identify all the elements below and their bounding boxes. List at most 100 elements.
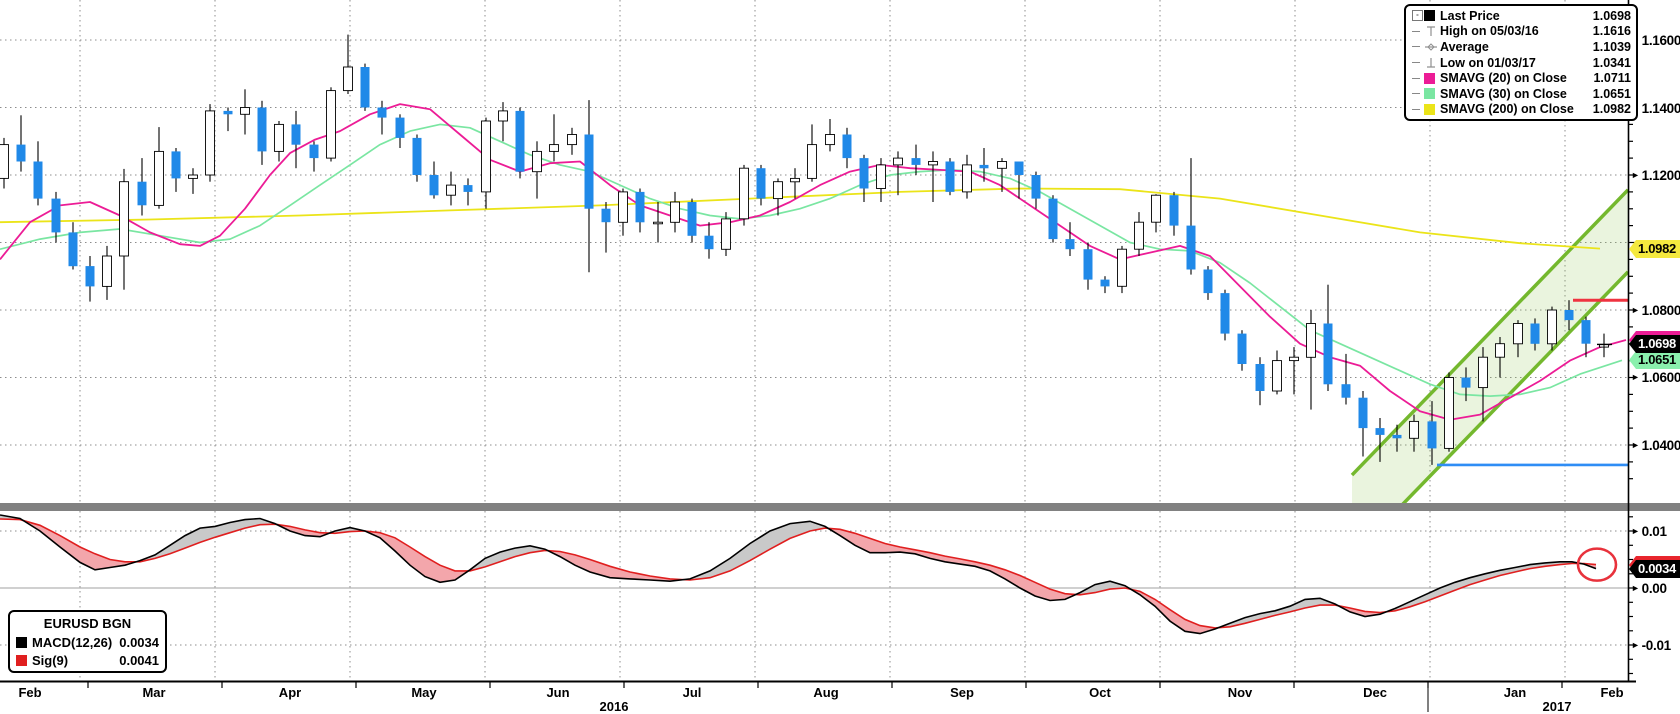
macd-fill	[136, 518, 278, 562]
legend-value: 1.0341	[1592, 55, 1631, 70]
month-label: May	[411, 685, 437, 700]
macd-axis-label: ► 0.01	[1631, 523, 1667, 539]
month-label: Nov	[1227, 685, 1253, 700]
legend-row-signal: Sig(9) 0.0041	[16, 651, 159, 669]
month-label: Mar	[142, 685, 166, 700]
legend-value: 0.0034	[119, 634, 159, 650]
legend-value: 1.0982	[1592, 102, 1631, 117]
price-axis-label: ►1.1600	[1631, 31, 1680, 49]
legend-value: 1.0698	[1592, 8, 1631, 23]
macd-legend[interactable]: EURUSD BGN MACD(12,26) 0.0034 Sig(9) 0.0…	[8, 610, 167, 673]
macd-line	[0, 514, 1597, 635]
month-label: Feb	[1600, 685, 1624, 700]
legend-row-low: Low on 01/03/17 1.0341	[1412, 55, 1631, 71]
month-label: Jun	[546, 685, 570, 700]
price-badge: 1.0982	[1629, 240, 1680, 258]
legend-label: Last Price	[1440, 8, 1500, 23]
legend-row-last-price: - Last Price 1.0698	[1412, 8, 1631, 24]
macd-fill	[1219, 598, 1340, 628]
macd-badge: 0.0034	[1629, 560, 1680, 578]
legend-row-macd: MACD(12,26) 0.0034	[16, 633, 159, 651]
legend-value: 1.0711	[1593, 71, 1631, 86]
legend-label: MACD(12,26)	[32, 634, 113, 650]
legend-row-high: High on 05/03/16 1.1616	[1412, 24, 1631, 40]
macd-fill	[1132, 590, 1220, 634]
month-label: Oct	[1089, 685, 1111, 700]
month-label: Dec	[1363, 685, 1387, 700]
tick-arrow-icon: ►	[1631, 640, 1640, 650]
tick-arrow-icon: ►	[1631, 526, 1640, 536]
legend-row-sma20: SMAVG (20) on Close 1.0711	[1412, 70, 1631, 86]
macd-swatch-icon	[16, 636, 27, 648]
month-label: Aug	[813, 685, 839, 700]
sma20-swatch-icon	[1424, 72, 1435, 84]
legend-value: 1.1039	[1592, 39, 1631, 54]
macd-fill	[1075, 581, 1133, 595]
month-label: Jul	[682, 685, 702, 700]
legend-label: Average	[1440, 39, 1489, 54]
macd-fill	[547, 550, 683, 582]
low-marker-icon	[1424, 57, 1438, 69]
year-label: 2017	[1542, 699, 1572, 714]
month-label: Jan	[1503, 685, 1527, 700]
legend-label: SMAVG (20) on Close	[1440, 71, 1567, 86]
legend-value: 1.0651	[1592, 86, 1631, 101]
price-badge: 1.0698	[1629, 335, 1680, 353]
sma200-swatch-icon	[1424, 103, 1435, 115]
overlay-line	[0, 123, 1623, 397]
candlesticks	[0, 34, 1609, 465]
gridlines	[0, 0, 1628, 681]
macd-fill	[1387, 561, 1583, 612]
sma30-swatch-icon	[1424, 88, 1435, 100]
price-legend[interactable]: - Last Price 1.0698 High on 05/03/16 1.1…	[1404, 4, 1638, 122]
month-label: Feb	[18, 685, 42, 700]
macd-axis-label: ► -0.01	[1631, 637, 1671, 653]
trend-channel-fill	[1352, 189, 1628, 503]
crossover-circle	[1576, 547, 1618, 582]
price-axis-label: ► 1.0800	[1631, 302, 1680, 318]
macd-fill	[22, 520, 137, 570]
price-panel[interactable]	[0, 34, 1628, 511]
overlay-line	[0, 187, 1601, 250]
macd-fill	[364, 531, 470, 583]
average-marker-icon	[1424, 41, 1438, 53]
trend-channel-lower-line	[1401, 270, 1628, 503]
legend-label: Low on 01/03/17	[1440, 55, 1536, 70]
high-marker-icon	[1424, 25, 1438, 37]
legend-row-sma30: SMAVG (30) on Close 1.0651	[1412, 86, 1631, 102]
macd-axis-label: ► 0.00	[1631, 580, 1667, 596]
price-axis-label: ► 1.1200	[1631, 167, 1680, 183]
tick-arrow-icon: ►	[1631, 372, 1640, 382]
macd-legend-title: EURUSD BGN	[43, 616, 132, 631]
legend-label: High on 05/03/16	[1440, 24, 1539, 39]
year-label: 2016	[599, 699, 629, 714]
price-badge: 1.0651	[1629, 351, 1680, 369]
price-axis-label: ► 1.0600	[1631, 369, 1680, 385]
price-axis-label: ► 1.0400	[1631, 437, 1680, 453]
overlay-line	[0, 103, 1627, 421]
signal-swatch-icon	[16, 654, 27, 666]
legend-label: SMAVG (200) on Close	[1440, 102, 1574, 117]
collapse-icon[interactable]: -	[1412, 10, 1423, 22]
macd-fill	[829, 528, 1076, 601]
month-label: Apr	[278, 685, 302, 700]
legend-value: 0.0041	[119, 652, 159, 668]
macd-fill	[682, 521, 830, 580]
price-axis-label: ►1.1400	[1631, 99, 1680, 117]
tick-arrow-icon: ►	[1631, 583, 1640, 593]
last-price-swatch-icon	[1424, 10, 1435, 22]
legend-row-average: Average 1.1039	[1412, 39, 1631, 55]
legend-label: Sig(9)	[32, 652, 69, 668]
panel-separator	[0, 503, 1680, 511]
macd-panel[interactable]	[0, 514, 1597, 635]
legend-row-sma200: SMAVG (200) on Close 1.0982	[1412, 102, 1631, 118]
tick-arrow-icon: ►	[1631, 305, 1640, 315]
macd-fill	[277, 524, 329, 537]
tick-arrow-icon: ►	[1631, 170, 1640, 180]
legend-value: 1.1616	[1592, 24, 1631, 39]
legend-label: SMAVG (30) on Close	[1440, 86, 1567, 101]
tick-arrow-icon: ►	[1631, 440, 1640, 450]
trend-channel-upper-line	[1350, 188, 1628, 477]
